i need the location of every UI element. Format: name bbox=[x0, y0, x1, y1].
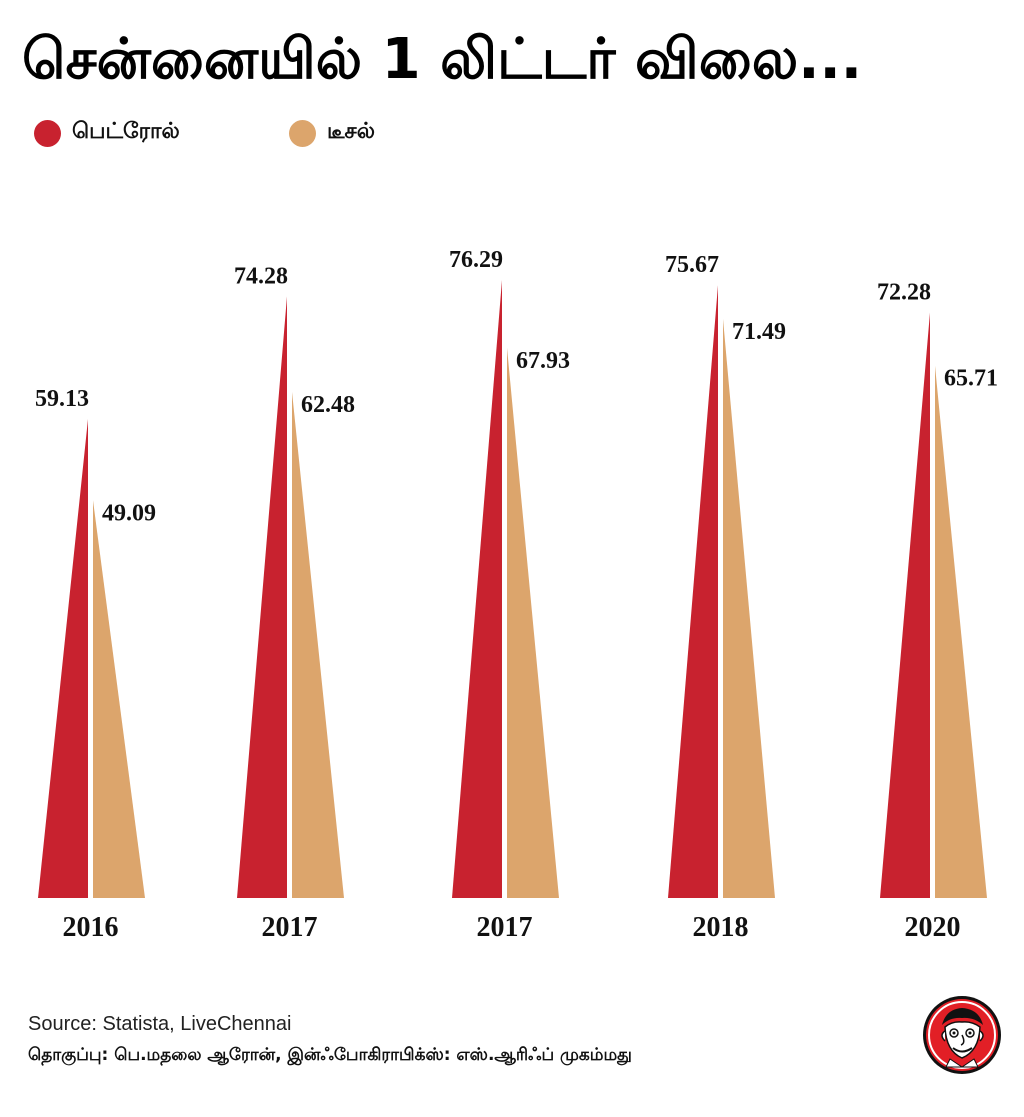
diesel-bar-4 bbox=[935, 365, 987, 898]
diesel-value-label-3: 71.49 bbox=[732, 319, 786, 345]
petrol-value-label-3: 75.67 bbox=[665, 252, 719, 278]
diesel-value-label-1: 62.48 bbox=[301, 392, 355, 418]
legend-label-diesel: டீசல் bbox=[327, 119, 375, 144]
year-label-3: 2018 bbox=[693, 912, 749, 943]
diesel-bar-1 bbox=[292, 391, 344, 898]
year-label-4: 2020 bbox=[905, 912, 961, 943]
year-label-0: 2016 bbox=[63, 912, 119, 943]
legend-item-diesel: டீசல் bbox=[289, 116, 375, 150]
legend-swatch-diesel bbox=[289, 119, 316, 147]
source-note: Source: Statista, LiveChennai bbox=[28, 1013, 292, 1035]
legend-label-petrol: பெட்ரோல் bbox=[72, 119, 180, 144]
cartoon-face-logo-icon bbox=[922, 995, 1002, 1075]
petrol-value-label-4: 72.28 bbox=[877, 280, 931, 306]
chart-title: சென்னையில் 1 லிட்டர் விலை... bbox=[22, 27, 863, 92]
petrol-bar-1 bbox=[237, 296, 287, 898]
legend-swatch-petrol bbox=[34, 119, 61, 147]
diesel-value-label-4: 65.71 bbox=[944, 366, 998, 392]
petrol-value-label-2: 76.29 bbox=[449, 247, 503, 273]
price-chart: 59.13 49.09 2016 74.28 62.48 2017 76.29 67.93 20… bbox=[35, 247, 998, 943]
petrol-bar-2 bbox=[452, 280, 502, 898]
legend-item-petrol: பெட்ரோல் bbox=[34, 116, 180, 150]
petrol-bar-0 bbox=[38, 419, 88, 898]
diesel-bar-3 bbox=[723, 318, 775, 898]
legend: பெட்ரோல் டீசல் bbox=[34, 116, 734, 150]
year-label-2: 2017 bbox=[477, 912, 533, 943]
diesel-value-label-2: 67.93 bbox=[516, 348, 570, 374]
petrol-value-label-1: 74.28 bbox=[234, 263, 288, 289]
diesel-bar-0 bbox=[93, 500, 145, 898]
petrol-bar-3 bbox=[668, 285, 718, 898]
year-label-1: 2017 bbox=[262, 912, 318, 943]
credits-note: தொகுப்பு: பெ.மதலை ஆரோன், இன்ஃபோகிராபிக்ஸ… bbox=[28, 1045, 632, 1065]
diesel-value-label-0: 49.09 bbox=[102, 500, 156, 526]
diesel-bar-2 bbox=[507, 347, 559, 899]
petrol-bar-4 bbox=[880, 312, 930, 899]
petrol-value-label-0: 59.13 bbox=[35, 386, 89, 412]
